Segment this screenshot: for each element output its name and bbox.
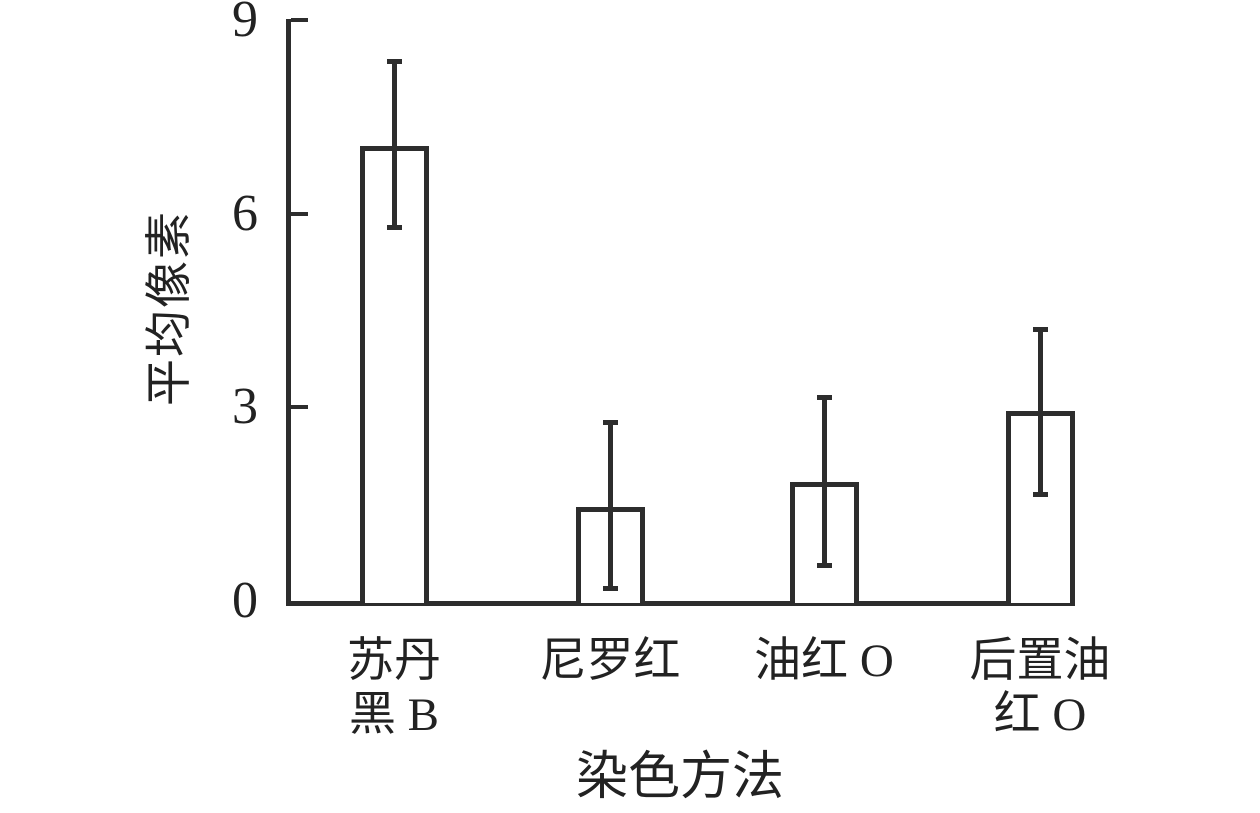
error-bar-line (1037, 329, 1043, 495)
y-tick-mark (291, 405, 308, 410)
x-category-label: 后置油红 O (920, 634, 1160, 742)
y-tick-label: 6 (232, 184, 258, 242)
error-bar-line (607, 423, 613, 589)
error-bar-line (391, 61, 397, 227)
error-bar-cap-top (602, 420, 618, 426)
x-axis-title: 染色方法 (575, 749, 784, 806)
x-category-label-line: 油红 O (754, 635, 894, 687)
error-bar-cap-top (816, 394, 832, 400)
y-axis-line (286, 19, 291, 606)
x-category-label: 油红 O (704, 634, 944, 688)
y-tick-mark (291, 211, 308, 216)
error-bar-cap-bottom (602, 586, 618, 592)
error-bar-cap-top (1032, 326, 1048, 332)
error-bar-cap-top (386, 58, 402, 64)
error-bar-cap-bottom (816, 563, 832, 569)
y-tick-label: 3 (232, 378, 258, 436)
error-bar-cap-bottom (386, 224, 402, 230)
x-category-label-line: 后置油 (969, 635, 1111, 687)
x-category-label-line: 黑 B (348, 689, 440, 741)
y-tick-mark (291, 18, 308, 22)
x-category-label-line: 尼罗红 (539, 635, 681, 687)
x-category-label-line: 苏丹 (347, 635, 441, 687)
error-bar-line (821, 397, 827, 566)
y-tick-label: 9 (232, 0, 258, 48)
x-category-label-line: 红 O (993, 689, 1087, 741)
y-tick-label: 0 (232, 572, 258, 629)
x-category-label: 尼罗红 (490, 634, 730, 688)
error-bar-cap-bottom (1032, 492, 1048, 498)
x-axis-line (286, 601, 1075, 606)
x-category-label: 苏丹黑 B (274, 634, 514, 742)
